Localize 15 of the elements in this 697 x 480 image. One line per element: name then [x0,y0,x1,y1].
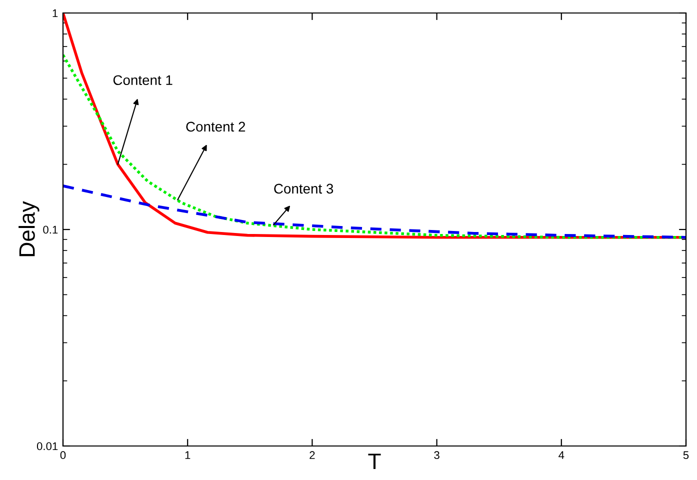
x-axis-title: T [368,454,381,469]
annotation: Content 1 [113,75,172,86]
x-tick-label: 0 [60,451,66,460]
y-tick-label: 1 [52,9,58,18]
x-tick-label: 3 [434,451,440,460]
y-axis-title: Delay [18,201,40,256]
y-tick-label: 0.01 [36,442,58,450]
x-tick-label: 4 [558,451,564,459]
annotation: Content 2 [186,122,246,132]
annotation: Content 3 [274,184,334,194]
line-series [63,184,686,239]
x-tick-label: 1 [185,451,190,459]
x-tick-label: 2 [310,451,315,459]
x-tick-label: 5 [683,451,689,460]
y-tick-label: 0.1 [43,226,58,234]
